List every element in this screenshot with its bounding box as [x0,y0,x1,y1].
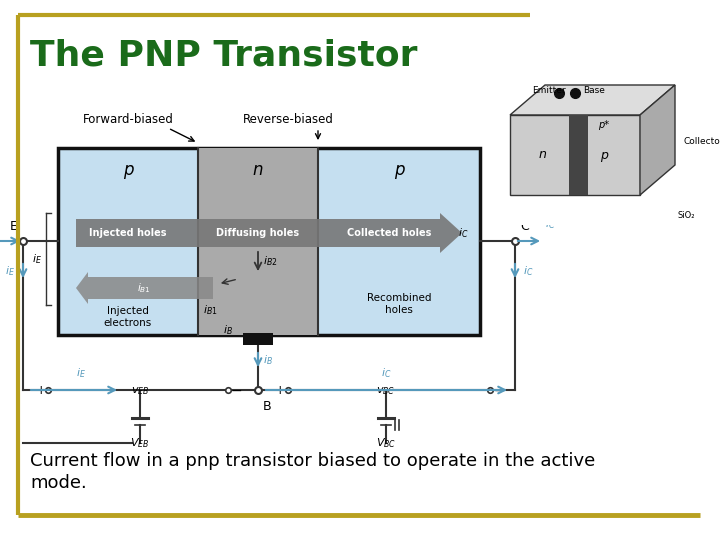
Text: The PNP Transistor: The PNP Transistor [30,38,418,72]
Polygon shape [640,85,675,195]
Bar [243,333,273,345]
Text: mode.: mode. [30,474,86,492]
Text: Collector: Collector [683,137,720,145]
Bar [76,219,440,247]
Text: Collected holes: Collected holes [347,228,431,238]
Bar [198,148,318,335]
Text: Reverse-biased: Reverse-biased [243,113,333,126]
Text: $i_B$: $i_B$ [263,353,273,367]
Text: $i_E$: $i_E$ [5,264,15,278]
Text: B: B [263,400,271,413]
Text: p: p [122,161,133,179]
Polygon shape [76,272,88,304]
Text: $i_C$: $i_C$ [545,217,556,231]
Text: $i_B$: $i_B$ [223,323,233,337]
Text: n: n [253,161,264,179]
Text: $i_{B2}$: $i_{B2}$ [263,254,278,268]
Bar [490,55,700,225]
Text: p*: p* [598,120,609,130]
Text: E: E [10,220,18,233]
Text: $i_C$: $i_C$ [457,226,468,240]
Text: +: + [36,384,46,397]
Text: +: + [275,384,285,397]
Text: Emitter: Emitter [532,86,566,95]
Text: $i_{B1}$: $i_{B1}$ [203,303,217,317]
Text: Diffusing holes: Diffusing holes [217,228,300,238]
Text: Injected
electrons: Injected electrons [104,306,152,328]
Polygon shape [569,115,588,195]
Text: p: p [600,148,608,161]
Bar [58,148,480,335]
Text: Base: Base [584,86,606,95]
Text: n: n [539,148,546,161]
Text: Recombined
holes: Recombined holes [366,293,431,315]
Polygon shape [510,115,640,195]
Text: $v_{BC}$: $v_{BC}$ [377,385,396,397]
Text: Injected holes: Injected holes [89,228,167,238]
Text: SiO₂: SiO₂ [678,211,695,220]
Text: C: C [520,220,528,233]
Text: $i_E$: $i_E$ [76,366,86,380]
Text: $i_E$: $i_E$ [32,252,42,266]
Text: $i_C$: $i_C$ [523,264,534,278]
Polygon shape [510,85,675,115]
Text: Forward-biased: Forward-biased [83,113,174,126]
Text: −: − [230,384,242,398]
Text: $v_{EB}$: $v_{EB}$ [131,385,149,397]
Text: Current flow in a pnp transistor biased to operate in the active: Current flow in a pnp transistor biased … [30,452,595,470]
Bar [88,277,213,299]
Text: p: p [394,161,404,179]
Text: $V_{EB}$: $V_{EB}$ [130,436,150,450]
Text: −: − [493,384,505,398]
Text: $i_C$: $i_C$ [381,366,391,380]
Polygon shape [440,213,462,253]
Text: $i_{B1}$: $i_{B1}$ [137,281,151,295]
Text: $V_{BC}$: $V_{BC}$ [376,436,396,450]
